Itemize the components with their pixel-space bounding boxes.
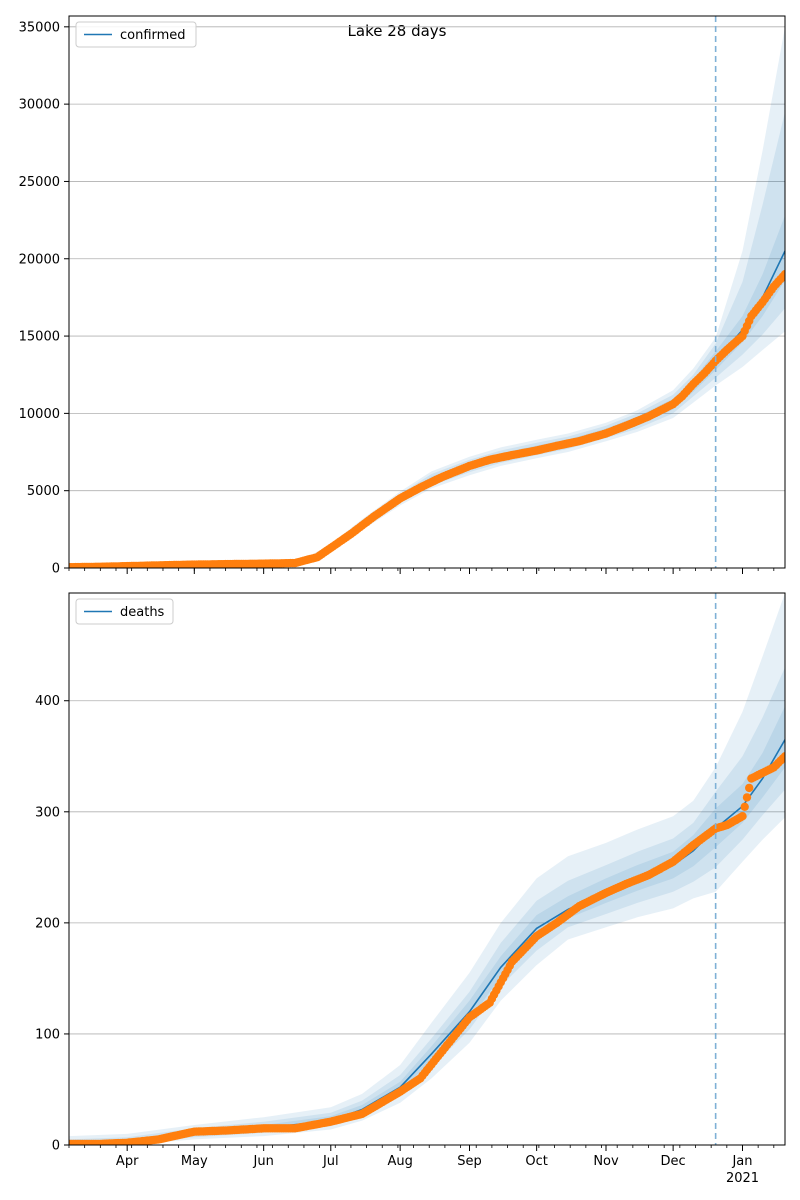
uncertainty-band-2 xyxy=(69,667,785,1145)
legend-box xyxy=(75,21,197,48)
deaths-panel: 0 100 200 300 400 Apr May Jun Jul Aug Sep Oct Nov Dec… xyxy=(35,592,786,1186)
x-tick-label: Aug xyxy=(387,1154,412,1169)
y-tick-label: 300 xyxy=(35,805,60,820)
x-tick-label: Jan xyxy=(731,1154,752,1169)
legend: deaths xyxy=(75,598,174,625)
confirmed-panel: 0 5000 10000 15000 20000 25000 30000 35000 confi… xyxy=(19,15,786,577)
model-line xyxy=(69,739,785,1145)
y-tick-label: 400 xyxy=(35,694,60,709)
x-tick-label: May xyxy=(181,1154,208,1169)
legend-box xyxy=(75,598,174,625)
x-tick-label: Oct xyxy=(525,1154,547,1169)
x-tick-label: Jul xyxy=(322,1154,339,1169)
y-tick-label: 100 xyxy=(35,1027,60,1042)
y-tick-label: 20000 xyxy=(19,252,60,267)
y-tick-label: 0 xyxy=(52,562,60,577)
x-tick-label: Nov xyxy=(593,1154,619,1169)
x-tick-label: Sep xyxy=(457,1154,482,1169)
observed-point xyxy=(738,812,747,821)
legend-label: confirmed xyxy=(120,28,186,43)
x-tick-label: Apr xyxy=(116,1154,139,1169)
y-tick-label: 30000 xyxy=(19,98,60,113)
y-tick-label: 0 xyxy=(52,1139,60,1154)
axes-frame xyxy=(68,592,786,1146)
chart-title: Lake 28 days xyxy=(348,22,447,40)
y-tick-label: 25000 xyxy=(19,175,60,190)
uncertainty-band-1 xyxy=(69,593,785,1145)
axes-frame xyxy=(68,15,786,569)
legend-label: deaths xyxy=(120,605,165,620)
y-tick-label: 15000 xyxy=(19,330,60,345)
observed-point xyxy=(740,802,749,811)
observed-point xyxy=(780,270,785,279)
x-tick-label: Jun xyxy=(253,1154,274,1169)
x-tick-label: Dec xyxy=(661,1154,686,1169)
observed-point xyxy=(780,752,785,761)
observed-point xyxy=(745,783,754,793)
y-tick-label: 35000 xyxy=(19,20,60,35)
observed-point xyxy=(742,793,752,802)
y-tick-label: 200 xyxy=(35,916,60,931)
plot-area xyxy=(69,26,785,568)
legend: confirmed xyxy=(75,21,197,48)
y-tick-label: 10000 xyxy=(19,407,60,422)
y-tick-label: 5000 xyxy=(27,484,60,499)
uncertainty-band-3 xyxy=(69,706,785,1145)
plot-area xyxy=(69,593,785,1145)
uncertainty-band-2 xyxy=(69,111,785,568)
x-tick-sublabel: 2021 xyxy=(726,1171,759,1186)
